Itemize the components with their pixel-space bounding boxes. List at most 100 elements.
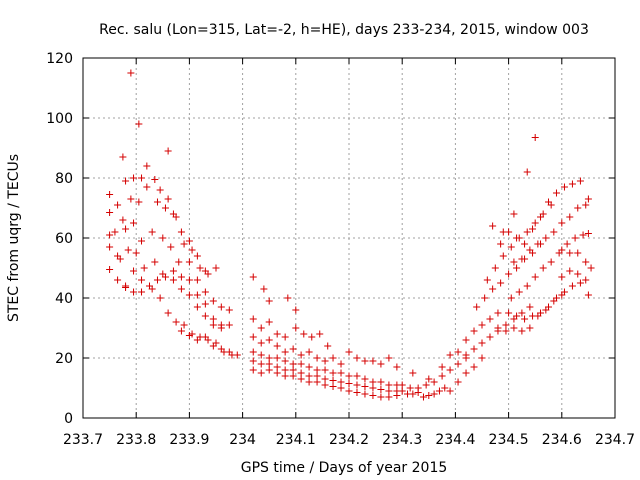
x-tick-labels: 233.7 233.8 233.9 234 234.1 234.2 234.3 234.4 23… (63, 432, 635, 448)
data-point (534, 240, 542, 248)
data-point (265, 360, 273, 368)
data-point (361, 383, 369, 390)
data-point (193, 336, 201, 344)
data-point (185, 332, 193, 339)
data-point (161, 273, 169, 281)
data-point (265, 297, 273, 305)
data-point (177, 228, 185, 236)
data-point (313, 354, 321, 362)
data-point (369, 384, 377, 392)
data-point (353, 389, 361, 396)
data-point (316, 330, 324, 338)
data-point (414, 384, 422, 392)
data-point (257, 351, 265, 359)
data-point (462, 369, 470, 377)
data-point (486, 333, 494, 341)
data-point (135, 198, 143, 206)
data-point (151, 258, 159, 266)
data-point (138, 288, 146, 296)
data-point (209, 321, 217, 329)
data-point (153, 276, 161, 284)
data-point (124, 246, 132, 254)
data-point (438, 363, 446, 371)
data-point (454, 378, 462, 386)
data-point (537, 213, 545, 221)
data-point (196, 264, 204, 272)
data-point (584, 195, 592, 203)
data-point (289, 345, 297, 353)
data-point (164, 309, 172, 317)
data-point (130, 288, 138, 296)
data-point (127, 195, 135, 203)
axis-ticks (82, 57, 616, 419)
data-point (321, 366, 329, 374)
data-point (521, 315, 529, 323)
data-point (385, 354, 393, 362)
data-point (419, 393, 427, 401)
data-point (499, 252, 507, 260)
data-point (422, 381, 430, 389)
data-point (353, 381, 361, 389)
data-point (188, 246, 196, 254)
data-point (164, 195, 172, 203)
x-tick-label: 234.2 (329, 432, 369, 448)
data-point (560, 183, 568, 191)
data-point (550, 297, 558, 305)
data-point (513, 264, 521, 272)
data-point (265, 318, 273, 326)
data-point (478, 321, 486, 329)
x-axis-label: GPS time / Days of year 2015 (241, 460, 448, 476)
data-point (494, 324, 502, 332)
y-tick-label: 20 (55, 351, 73, 367)
data-point (201, 333, 209, 341)
data-point (164, 147, 172, 155)
data-point (510, 324, 518, 332)
data-point (265, 354, 273, 362)
data-point (361, 375, 369, 383)
data-point (584, 291, 592, 299)
data-point (260, 285, 268, 293)
data-point (547, 258, 555, 266)
data-point (526, 324, 534, 332)
grid-lines (83, 58, 615, 418)
data-point (566, 249, 574, 257)
data-point (518, 327, 526, 335)
data-point (265, 366, 273, 374)
data-point (193, 291, 201, 299)
data-point (180, 240, 188, 248)
data-point (130, 219, 138, 227)
data-point (204, 270, 212, 278)
x-tick-label: 233.9 (169, 432, 209, 448)
data-point (377, 378, 385, 386)
data-point (494, 309, 502, 317)
data-point (539, 264, 547, 272)
y-tick-label: 120 (46, 51, 73, 67)
data-point (172, 213, 180, 221)
data-point (156, 186, 164, 194)
data-point (130, 267, 138, 275)
data-point (305, 348, 313, 356)
data-point (249, 366, 257, 374)
data-point (119, 153, 127, 161)
data-point (513, 312, 521, 320)
data-point (534, 312, 542, 320)
x-tick-label: 234.4 (435, 432, 475, 448)
data-point (393, 392, 401, 399)
data-point (409, 390, 417, 398)
data-point (201, 312, 209, 320)
data-point (393, 363, 401, 371)
data-point (491, 264, 499, 272)
data-point (497, 279, 505, 287)
data-point (568, 282, 576, 290)
data-point (212, 264, 220, 272)
data-point (321, 381, 329, 389)
data-point (566, 213, 574, 221)
x-tick-label: 234.1 (276, 432, 316, 448)
data-point (313, 378, 321, 386)
data-point (345, 380, 353, 387)
data-point (574, 249, 582, 257)
data-point (257, 339, 265, 347)
data-point (523, 168, 531, 176)
data-point (193, 303, 201, 311)
